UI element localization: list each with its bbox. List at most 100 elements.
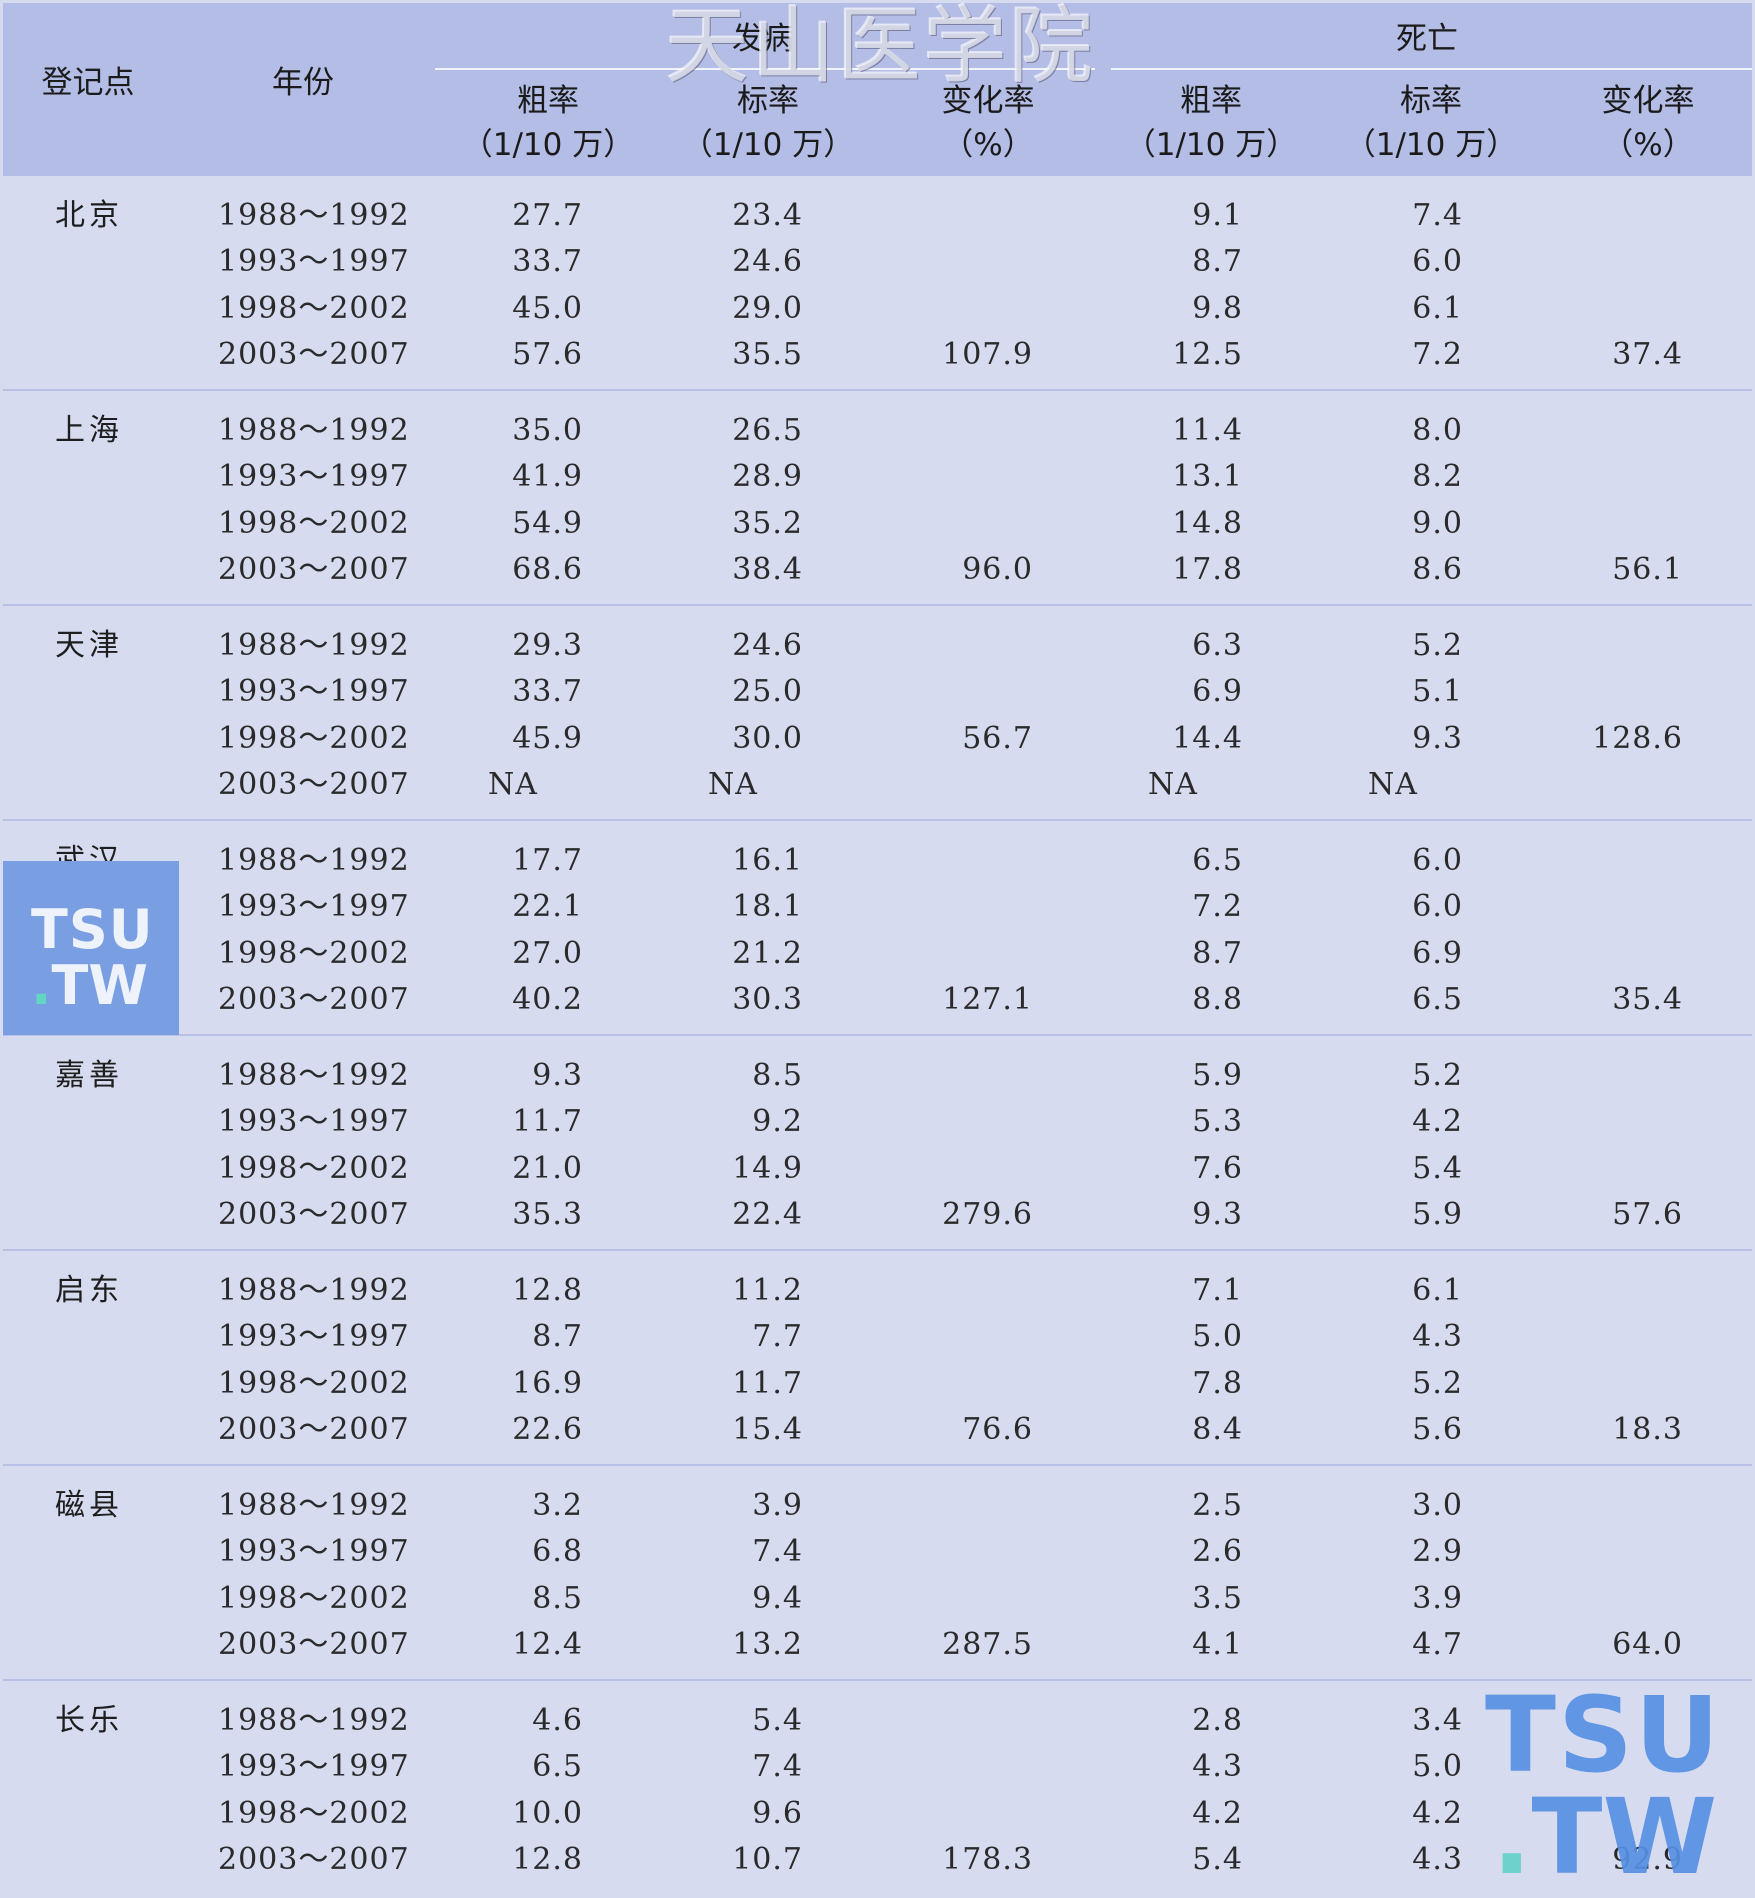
year-cell: 1993～1997 <box>218 1749 410 1785</box>
table-row: 2003～2007 35.3 22.4 279.6 9.3 5.9 57.6 <box>3 1192 1752 1238</box>
group-divider <box>3 819 1752 821</box>
incidence-change-cell <box>883 1698 1033 1744</box>
incidence-change-cell: 127.1 <box>942 981 1033 1017</box>
table-header: 登记点 年份 发病 死亡 粗率 （1/10 万） 标率 （1/10 万） 变化率… <box>3 3 1752 176</box>
incidence-change-cell <box>883 1744 1033 1790</box>
station-group: 启东 1988～1992 12.8 11.2 7.1 6.1 1993～1997 8.7 7.7… <box>3 1252 1752 1466</box>
table-row: 1988～1992 9.3 8.5 5.9 5.2 <box>3 1053 1752 1099</box>
incidence-crude-cell: 45.0 <box>512 290 583 326</box>
mortality-crude-cell: 4.3 <box>1192 1749 1243 1785</box>
mortality-change-cell <box>1533 1268 1683 1314</box>
year-cell: 1993～1997 <box>218 1534 410 1570</box>
incidence-change-cell: 178.3 <box>942 1841 1033 1877</box>
incidence-change-cell: 279.6 <box>942 1196 1033 1232</box>
header-inc-std: 标率 <box>737 83 799 119</box>
header-mortality: 死亡 <box>1396 21 1458 57</box>
mortality-std-cell: 5.6 <box>1412 1411 1463 1447</box>
group-divider <box>3 1249 1752 1251</box>
incidence-std-cell: 24.6 <box>732 244 803 280</box>
incidence-crude-cell: 27.7 <box>512 198 583 233</box>
mortality-crude-cell: 7.2 <box>1192 889 1243 925</box>
incidence-crude-cell: 27.0 <box>512 935 583 971</box>
incidence-change-cell <box>883 1361 1033 1407</box>
mortality-change-cell <box>1533 1529 1683 1575</box>
mortality-crude-cell: 6.9 <box>1192 674 1243 710</box>
station-name: 天津 <box>55 628 123 663</box>
table-row: 1993～1997 11.7 9.2 5.3 4.2 <box>3 1099 1752 1145</box>
year-cell: 1988～1992 <box>218 198 410 233</box>
mortality-crude-cell: 5.4 <box>1192 1841 1243 1877</box>
incidence-crude-cell: 10.0 <box>512 1795 583 1831</box>
mortality-std-cell: 5.4 <box>1412 1150 1463 1186</box>
mortality-crude-cell: NA <box>1148 766 1198 802</box>
mortality-change-cell <box>1533 623 1683 669</box>
mortality-std-cell: 8.0 <box>1412 413 1463 448</box>
year-cell: 1993～1997 <box>218 244 410 280</box>
incidence-change-cell <box>883 286 1033 332</box>
table-row: 1988～1992 27.7 23.4 9.1 7.4 <box>3 193 1752 239</box>
mortality-std-cell: 6.0 <box>1412 244 1463 280</box>
incidence-std-cell: 28.9 <box>732 459 803 495</box>
mortality-change-cell <box>1533 501 1683 547</box>
station-name: 北京 <box>55 198 123 233</box>
mortality-std-cell: 5.0 <box>1412 1749 1463 1785</box>
incidence-change-cell <box>883 884 1033 930</box>
incidence-std-cell: 3.9 <box>752 1488 803 1523</box>
mortality-std-cell: 9.0 <box>1412 505 1463 541</box>
table-row: 1988～1992 3.2 3.9 2.5 3.0 <box>3 1483 1752 1529</box>
incidence-std-cell: 11.2 <box>732 1273 803 1308</box>
incidence-std-cell: 9.4 <box>752 1580 803 1616</box>
mortality-change-cell <box>1533 286 1683 332</box>
station-name: 磁县 <box>55 1488 123 1523</box>
mortality-change-cell <box>1533 838 1683 884</box>
header-station: 登记点 <box>41 65 135 101</box>
mortality-change-cell <box>1533 762 1683 808</box>
incidence-change-cell <box>883 454 1033 500</box>
incidence-crude-cell: 3.2 <box>532 1488 583 1523</box>
incidence-std-cell: 18.1 <box>732 889 803 925</box>
watermark-logo-dot: . <box>31 954 52 1017</box>
year-cell: 1998～2002 <box>218 1795 410 1831</box>
incidence-crude-cell: 54.9 <box>512 505 583 541</box>
table-row: 1993～1997 33.7 25.0 6.9 5.1 <box>3 669 1752 715</box>
incidence-std-cell: 10.7 <box>732 1841 803 1877</box>
year-cell: 2003～2007 <box>218 766 410 802</box>
table-row: 2003～2007 12.8 10.7 178.3 5.4 4.3 92.9 <box>3 1837 1752 1883</box>
year-cell: 1998～2002 <box>218 290 410 326</box>
incidence-std-cell: 5.4 <box>752 1703 803 1738</box>
incidence-change-cell <box>883 1099 1033 1145</box>
mortality-crude-cell: 4.2 <box>1192 1795 1243 1831</box>
mortality-crude-cell: 14.8 <box>1172 505 1243 541</box>
year-cell: 2003～2007 <box>218 1411 410 1447</box>
mortality-crude-cell: 12.5 <box>1172 336 1243 372</box>
incidence-crude-cell: 33.7 <box>512 244 583 280</box>
incidence-std-cell: 30.0 <box>732 720 803 756</box>
mortality-std-cell: 8.2 <box>1412 459 1463 495</box>
year-cell: 1998～2002 <box>218 1365 410 1401</box>
table-row: 1993～1997 33.7 24.6 8.7 6.0 <box>3 239 1752 285</box>
incidence-crude-cell: 35.0 <box>512 413 583 448</box>
group-divider <box>3 1679 1752 1681</box>
watermark-logo-small: TSU .TW <box>3 861 179 1035</box>
mortality-std-cell: 6.0 <box>1412 843 1463 878</box>
header-inc-change-unit: （%） <box>942 127 1034 163</box>
incidence-crude-cell: 11.7 <box>512 1104 583 1140</box>
mortality-crude-cell: 2.6 <box>1192 1534 1243 1570</box>
year-cell: 1998～2002 <box>218 935 410 971</box>
mortality-std-cell: 4.2 <box>1412 1104 1463 1140</box>
incidence-crude-cell: 6.5 <box>532 1749 583 1785</box>
mortality-change-cell: 57.6 <box>1612 1196 1683 1232</box>
incidence-change-cell <box>883 1314 1033 1360</box>
mortality-std-cell: 5.2 <box>1412 628 1463 663</box>
incidence-crude-cell: 4.6 <box>532 1703 583 1738</box>
year-cell: 2003～2007 <box>218 336 410 372</box>
header-mortality-underline <box>1111 68 1752 70</box>
year-cell: 1993～1997 <box>218 1104 410 1140</box>
mortality-std-cell: 5.2 <box>1412 1365 1463 1401</box>
header-mort-std: 标率 <box>1400 83 1462 119</box>
table-row: 1998～2002 8.5 9.4 3.5 3.9 <box>3 1576 1752 1622</box>
mortality-std-cell: 5.1 <box>1412 674 1463 710</box>
mortality-change-cell: 64.0 <box>1612 1626 1683 1662</box>
year-cell: 1988～1992 <box>218 1488 410 1523</box>
year-cell: 1993～1997 <box>218 459 410 495</box>
